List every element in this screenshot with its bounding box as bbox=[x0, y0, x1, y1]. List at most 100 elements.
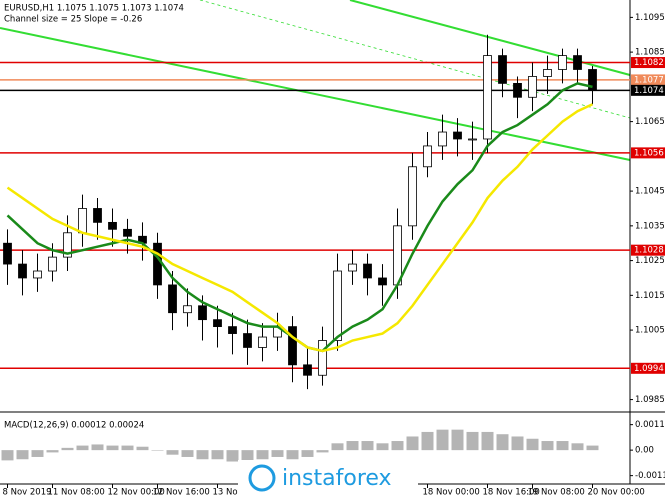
macd-bar bbox=[136, 446, 149, 451]
level-label: 1.1082 bbox=[634, 58, 664, 68]
y-tick-label: 0.00112 bbox=[635, 420, 665, 430]
macd-bar bbox=[541, 441, 554, 451]
macd-bar bbox=[406, 436, 419, 451]
macd-bar bbox=[196, 450, 209, 460]
macd-bar bbox=[226, 450, 239, 462]
candle-body bbox=[78, 208, 87, 234]
macd-bar bbox=[496, 434, 509, 451]
macd-bar bbox=[1, 450, 14, 461]
macd-bar bbox=[526, 438, 539, 451]
y-tick-label: 1.1035 bbox=[635, 221, 665, 231]
macd-bar bbox=[106, 445, 119, 451]
candle-body bbox=[588, 69, 597, 91]
x-tick-label: 12 Nov 00:00 bbox=[108, 488, 165, 498]
macd-title: MACD(12,26,9) 0.00012 0.00024 bbox=[4, 421, 144, 431]
x-tick-label: 18 Nov 00:00 bbox=[423, 488, 480, 498]
candle-body bbox=[123, 228, 132, 237]
candle-body bbox=[243, 333, 252, 348]
macd-bar bbox=[586, 445, 599, 451]
macd-bar bbox=[16, 450, 29, 460]
macd-bar bbox=[211, 450, 224, 460]
candle-body bbox=[168, 284, 177, 314]
candle-body bbox=[423, 145, 432, 168]
macd-bar bbox=[571, 443, 584, 451]
candle-body bbox=[348, 263, 357, 272]
y-tick-label: 1.1085 bbox=[635, 48, 665, 58]
candle-body bbox=[228, 326, 237, 334]
macd-bar bbox=[151, 450, 164, 451]
macd-bar bbox=[271, 450, 284, 457]
level-box bbox=[631, 362, 665, 374]
y-tick-label: 1.1025 bbox=[635, 256, 665, 266]
macd-bar bbox=[301, 450, 314, 457]
level-label: 1.1028 bbox=[634, 246, 664, 256]
watermark-text: instaforex bbox=[282, 466, 392, 491]
y-tick-label: 0.00 bbox=[635, 446, 654, 456]
candle-body bbox=[573, 55, 582, 70]
candle-body bbox=[318, 340, 327, 376]
x-tick-label: 8 Nov 2019 bbox=[3, 488, 52, 498]
macd-bar bbox=[46, 450, 59, 453]
candle-body bbox=[528, 76, 537, 98]
candle-body bbox=[153, 242, 162, 286]
macd-bar bbox=[181, 450, 194, 457]
x-tick-label: 11 Nov 08:00 bbox=[48, 488, 105, 498]
candle-body bbox=[48, 256, 57, 272]
candle-body bbox=[363, 263, 372, 279]
level-box bbox=[631, 147, 665, 159]
macd-bar bbox=[451, 429, 464, 451]
level-box bbox=[631, 84, 665, 96]
candle-body bbox=[93, 208, 102, 223]
logo bbox=[248, 464, 276, 492]
moving-average bbox=[6, 103, 594, 353]
candle-body bbox=[213, 319, 222, 328]
candle-body bbox=[498, 55, 507, 84]
y-tick-label: 1.1005 bbox=[635, 326, 665, 336]
chart-title: EURUSD,H1 1.1075 1.1075 1.1073 1.1074 bbox=[4, 4, 184, 14]
macd-bar bbox=[91, 444, 104, 451]
macd-bar bbox=[376, 443, 389, 451]
candle-body bbox=[3, 242, 12, 265]
level-box bbox=[631, 57, 665, 69]
channel-mid bbox=[199, 0, 631, 119]
candle-body bbox=[108, 221, 117, 230]
candle-body bbox=[483, 55, 492, 140]
y-tick-label: -0.00112 bbox=[635, 471, 665, 481]
x-tick-label: 12 Nov 16:00 bbox=[153, 488, 210, 498]
macd-bar bbox=[391, 441, 404, 451]
y-tick-label: 1.1095 bbox=[635, 13, 665, 23]
x-tick-label: 19 Nov 08:00 bbox=[528, 488, 585, 498]
candle-body bbox=[378, 277, 387, 286]
candle-body bbox=[408, 166, 417, 227]
candle-body bbox=[543, 69, 552, 77]
macd-bar bbox=[556, 441, 569, 451]
candle-body bbox=[453, 131, 462, 140]
macd-bar bbox=[316, 450, 329, 453]
macd-bar bbox=[466, 431, 479, 451]
macd-bar bbox=[256, 450, 269, 460]
macd-bar bbox=[421, 431, 434, 451]
candle-body bbox=[288, 326, 297, 366]
subtitle: Channel size = 25 Slope = -0.26 bbox=[4, 15, 142, 25]
y-tick-label: 1.0985 bbox=[635, 395, 665, 405]
macd-bar bbox=[481, 431, 494, 451]
x-tick-label: 20 Nov 00:00 bbox=[588, 488, 645, 498]
y-tick-label: 1.1015 bbox=[635, 291, 665, 301]
candle-body bbox=[513, 82, 522, 98]
macd-bar bbox=[511, 436, 524, 451]
candle-body bbox=[393, 225, 402, 286]
candle-body bbox=[198, 305, 207, 321]
y-tick-label: 1.1045 bbox=[635, 187, 665, 197]
macd-bar bbox=[286, 450, 299, 460]
candle-body bbox=[438, 131, 447, 147]
macd-bar bbox=[241, 450, 254, 462]
candle-body bbox=[258, 336, 267, 348]
x-tick-label: 13 Nov bbox=[213, 488, 243, 498]
candle-body bbox=[18, 263, 27, 279]
candle-body bbox=[558, 55, 567, 70]
level-label: 1.0994 bbox=[634, 364, 664, 374]
level-box bbox=[631, 244, 665, 256]
candle-body bbox=[333, 270, 342, 341]
